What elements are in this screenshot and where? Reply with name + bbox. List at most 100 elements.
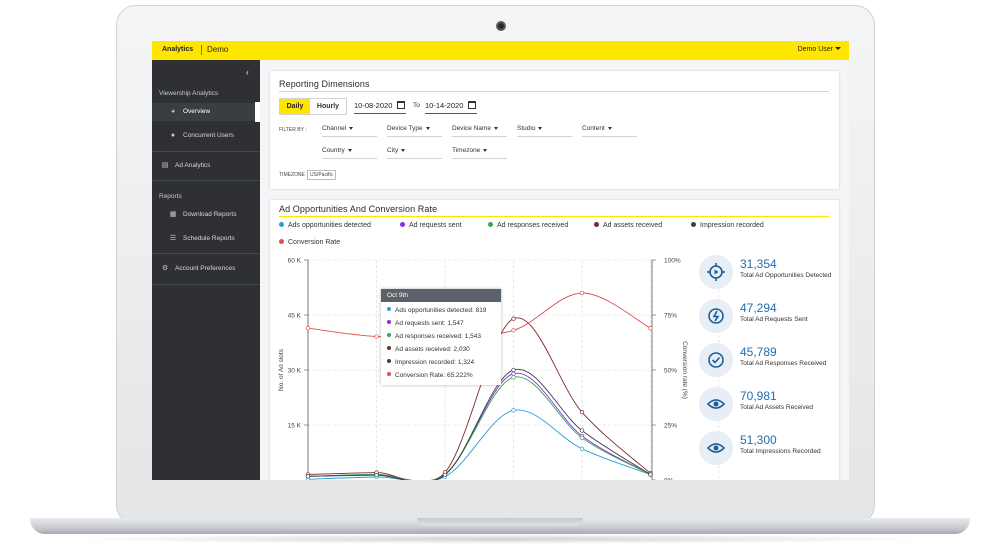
kpi-value: 70,981 [740,389,777,403]
dropdown-underline [387,136,442,137]
y-right-tick-label: 50% [664,368,677,375]
user-menu[interactable]: Demo User [797,46,833,53]
kpi-value: 31,354 [740,257,777,271]
legend-dot [488,221,493,227]
tooltip-dot [387,346,391,351]
y-left-tick-label: 60 K [288,258,302,265]
sidebar-item-ad-analytics[interactable]: ▤ Ad Analytics [152,157,260,175]
kpi-impressions: 51,300 Total Impressions Recorded [699,431,849,471]
chevron-down-icon[interactable] [835,47,841,50]
dropdown-label: Country [322,147,345,154]
top-bar: Analytics Demo Demo User [152,41,849,60]
legend-item[interactable]: Ad assets received [594,221,662,229]
calendar-icon[interactable] [468,101,476,109]
app-brand[interactable]: Analytics [162,46,194,53]
dropdown-label: Channel [322,125,347,132]
data-point [442,472,448,478]
legend-item[interactable]: Conversion Rate [279,238,340,246]
card-title: Reporting Dimensions [279,79,370,89]
sidebar-item-label: Schedule Reports [183,235,235,242]
tooltip-text: Ad responses received: 1,543 [395,333,481,340]
y-left-tick-label: 30 K [288,368,302,375]
channel-dropdown[interactable]: Channel [322,125,354,132]
legend-item[interactable]: Ad responses received [488,221,568,229]
y-left-tick-label: 15 K [288,423,302,430]
data-point [511,367,516,373]
timezone-label: TIMEZONE [279,172,305,178]
camera-icon [496,21,506,31]
kpi-label: Total Ad Requests Sent [740,316,808,323]
daily-button[interactable]: Daily [280,99,310,114]
legend-dot [691,221,696,227]
sidebar-item-download-reports[interactable]: ▦ Download Reports [152,206,260,224]
y-right-tick-label: 0% [664,478,674,481]
end-date-input[interactable]: 10-14-2020 [425,101,464,110]
sidebar-item-schedule-reports[interactable]: ☰ Schedule Reports [152,230,260,248]
kpi-label: Total Impressions Recorded [740,448,821,455]
start-date-input[interactable]: 10-08-2020 [354,101,393,110]
data-point [511,375,516,380]
chevron-down-icon [607,126,612,130]
tooltip-row: Ad assets received: 2,030 [387,346,470,353]
hourly-button[interactable]: Hourly [316,103,340,110]
data-point [579,290,585,296]
sidebar-item-overview[interactable]: ◕ Overview [152,103,260,121]
to-label: To [413,102,420,109]
kpi-label: Total Ad Opportunities Detected [740,272,832,279]
legend-item[interactable]: Ads opportunities detected [279,221,371,229]
city-dropdown[interactable]: City [387,147,406,154]
dropdown-underline [452,136,507,137]
y-right-tick-label: 25% [664,423,677,430]
title-underline [279,216,829,217]
bar-chart-icon: ▤ [161,162,169,169]
sidebar-item-label: Overview [183,108,211,115]
reporting-dimensions-card: Reporting Dimensions Daily Hourly 10-08-… [270,71,839,189]
y-left-tick-label: 45 K [288,313,302,320]
chevron-left-icon[interactable]: ‹ [246,68,249,77]
divider [152,253,260,254]
chevron-down-icon [483,148,488,152]
dropdown-label: Studio [517,125,536,132]
legend-item[interactable]: Ad requests sent [400,221,462,229]
laptop-notch [417,518,583,526]
chevron-down-icon [401,148,406,152]
legend-item[interactable]: Impression recorded [691,221,764,229]
target-icon [699,255,733,289]
data-point [511,316,516,321]
line-chart: 60 K 45 K 30 K 15 K 100% 75% 50% 25% 0% No. of Ad… [278,258,720,481]
gauge-icon: ◕ [170,108,176,115]
sidebar-item-account-preferences[interactable]: ⚙ Account Preferences [152,260,260,278]
title-underline [279,91,829,92]
dropdown-underline [387,158,442,159]
calendar-icon[interactable] [397,101,405,109]
report-icon: ▦ [169,211,177,218]
series-line [307,376,651,480]
sidebar-item-concurrent-users[interactable]: ● Concurrent Users [152,127,260,145]
series-line [307,409,651,480]
divider [152,151,260,152]
device-type-dropdown[interactable]: Device Type [387,125,430,132]
granularity-toggle: Daily Hourly [279,98,347,115]
y-left-axis-title: No. of Ad slots [278,348,285,391]
tooltip-row: Ad responses received: 1,543 [387,333,481,340]
tooltip-text: Ad assets received: 2,030 [395,346,470,353]
tooltip-row: Ads opportunities detected: 819 [387,307,486,314]
legend-label: Ad requests sent [409,222,462,229]
legend-dot [594,221,599,227]
timezone-dropdown[interactable]: Timezone [452,147,488,154]
date-underline [354,113,406,114]
data-point [511,328,516,333]
timezone-badge[interactable]: US/Pacific [307,170,337,180]
data-point [305,326,311,331]
dropdown-label: Content [582,125,605,132]
eye-icon [699,431,733,465]
studio-dropdown[interactable]: Studio [517,125,543,132]
device-name-dropdown[interactable]: Device Name [452,125,499,132]
tooltip-dot [387,307,391,312]
content-dropdown[interactable]: Content [582,125,612,132]
country-dropdown[interactable]: Country [322,147,352,154]
tooltip-row: Ad requests sent: 1,547 [387,320,464,327]
gear-icon: ⚙ [161,265,169,272]
tooltip-title: Oct 9th [387,292,408,299]
ad-opportunities-card: Ad Opportunities And Conversion Rate Ads… [270,200,839,480]
